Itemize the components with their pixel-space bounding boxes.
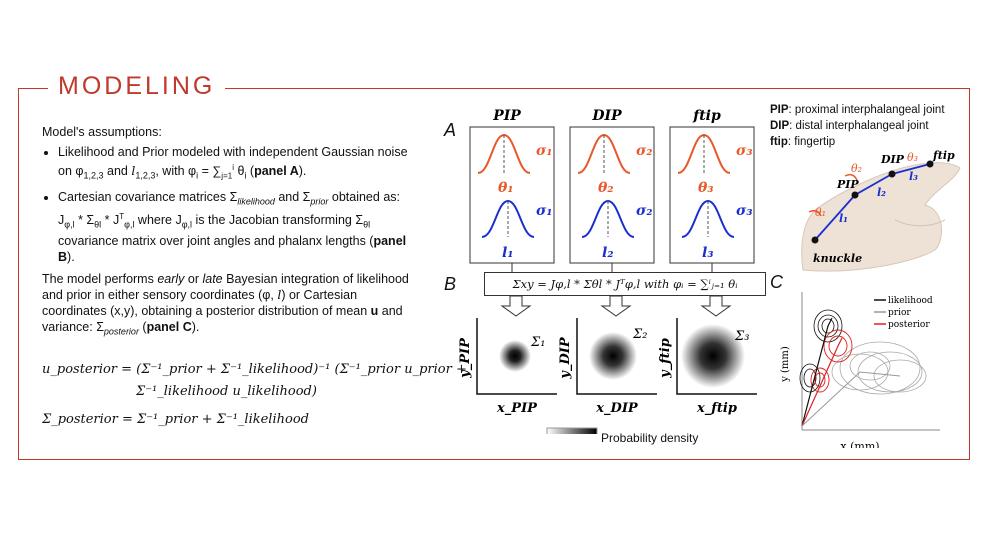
ftip-length: l₃	[702, 245, 713, 261]
pip-sigma-label: Σ₁	[530, 335, 545, 350]
assumptions-heading: Model's assumptions:	[42, 125, 162, 139]
section-title: MODELING	[48, 72, 226, 101]
dip-density-blob	[589, 332, 637, 380]
colorbar-label: Probability density	[601, 431, 699, 445]
hand-label-theta2: θ₂	[851, 162, 862, 175]
hand-label-theta1: θ₁	[815, 206, 826, 219]
ftip-theta: θ₃	[698, 180, 713, 196]
ftip-density-plot: Σ₃ y_ftip x_ftip	[658, 318, 757, 416]
dip-column: DIP σ₂ θ₂ σ₂ l₂	[569, 108, 655, 264]
panel-c-letter: C	[770, 272, 783, 292]
panel-c-ylabel: y (mm)	[780, 346, 791, 383]
legend-pip: PIP: proximal interphalangeal joint	[770, 104, 945, 116]
assumption-gaussian: Likelihood and Prior modeled with indepe…	[58, 144, 414, 185]
posterior-ellipses	[810, 329, 853, 393]
dip-length: l₂	[602, 245, 613, 261]
assumption-covariance: Cartesian covariance matrices Σlikelihoo…	[58, 189, 414, 265]
pip-density-blob	[499, 340, 531, 372]
pip-column: PIP σ₁ θ₁ σ₁ l₁	[469, 108, 555, 264]
equation-posterior-mean-line1: u_posterior = (Σ⁻¹_prior + Σ⁻¹_likelihoo…	[42, 362, 467, 377]
panel-a-letter: A	[444, 120, 457, 140]
assumptions-list: Likelihood and Prior modeled with indepe…	[42, 144, 414, 265]
pip-xlabel: x_PIP	[496, 401, 538, 416]
hand-label-dip: DIP	[880, 153, 905, 166]
covariance-formula: Σxy = Jφ,l * Σθl * Jᵀφ,l with φᵢ = ∑ⁱⱼ₌₁…	[484, 272, 766, 296]
dip-title: DIP	[591, 108, 622, 124]
ftip-ylabel: y_ftip	[658, 338, 673, 379]
likelihood-ellipses	[799, 309, 843, 393]
pip-theta: θ₁	[498, 180, 513, 196]
panel-c-xlabel: x (mm)	[840, 440, 879, 448]
integration-paragraph: The model performs early or late Bayesia…	[42, 271, 409, 337]
equation-posterior-mean-line2: Σ⁻¹_likelihood u_likelihood)	[136, 384, 317, 399]
ftip-title: ftip	[692, 108, 721, 124]
knuckle-joint	[811, 236, 819, 244]
ftip-xlabel: x_ftip	[696, 401, 737, 416]
dip-theta: θ₂	[598, 180, 613, 196]
ftip-sigma-theta: σ₃	[736, 143, 752, 159]
pip-ylabel: y_PIP	[458, 337, 473, 379]
hand-illustration: ftip DIP PIP knuckle θ₃ θ₂ θ₁ l₃ l₂ l₁	[801, 150, 961, 272]
legend-ftip: ftip: fingertip	[770, 136, 836, 148]
pip-sigma-length: σ₁	[536, 203, 552, 219]
joint-legend: PIP: proximal interphalangeal joint DIP:…	[770, 102, 945, 150]
panel-c-ref: panel C	[146, 319, 192, 334]
panel-b-letter: B	[444, 274, 457, 294]
dip-density-plot: Σ₂ y_DIP x_DIP	[558, 318, 657, 416]
pip-title: PIP	[492, 108, 521, 124]
panel-a-ref: panel A	[254, 164, 299, 179]
ftip-joint	[926, 160, 934, 168]
hand-label-ftip: ftip	[932, 150, 955, 162]
panel-a: PIP σ₁ θ₁ σ₁ l₁ DIP σ₂ θ₂ σ₂ l₂ ftip σ₃ …	[469, 108, 755, 273]
dip-joint	[888, 170, 896, 178]
hand-label-theta3: θ₃	[907, 151, 918, 164]
pip-length: l₁	[502, 245, 513, 261]
legend-prior: prior	[888, 308, 911, 318]
dip-sigma-label: Σ₂	[632, 327, 647, 342]
panel-c-legend: likelihood prior posterior	[874, 296, 933, 330]
ftip-column: ftip σ₃ θ₃ σ₃ l₃	[669, 108, 755, 264]
hand-label-l3: l₃	[909, 170, 918, 183]
pip-density-plot: Σ₁ y_PIP x_PIP	[458, 318, 557, 416]
ftip-density-blob	[681, 324, 745, 388]
panel-b-ref: panel B	[58, 233, 407, 264]
equation-posterior-variance: Σ_posterior = Σ⁻¹_prior + Σ⁻¹_likelihood	[42, 412, 309, 427]
pip-joint	[851, 191, 859, 199]
finger-skeleton	[814, 163, 931, 241]
assumptions-block: Model's assumptions: Likelihood and Prio…	[42, 124, 414, 339]
panel-b-plots: Σ₁ y_PIP x_PIP Σ₂ y_DIP x_DIP Σ₃ y_ftip …	[458, 295, 757, 434]
dip-xlabel: x_DIP	[595, 401, 639, 416]
hand-label-pip: PIP	[836, 178, 859, 191]
hand-label-l2: l₂	[877, 186, 886, 199]
hand-shape	[801, 162, 961, 272]
down-arrows	[500, 295, 732, 317]
legend-dip: DIP: distal interphalangeal joint	[770, 120, 929, 132]
dip-ylabel: y_DIP	[558, 336, 573, 379]
hand-label-knuckle: knuckle	[813, 252, 862, 265]
modeling-frame	[18, 88, 970, 460]
dip-sigma-theta: σ₂	[636, 143, 652, 159]
legend-posterior: posterior	[888, 320, 930, 330]
colorbar	[546, 427, 598, 434]
ftip-sigma-label: Σ₃	[734, 329, 749, 344]
legend-likelihood: likelihood	[888, 296, 933, 306]
hand-label-l1: l₁	[839, 212, 848, 225]
dip-sigma-length: σ₂	[636, 203, 652, 219]
ftip-sigma-length: σ₃	[736, 203, 752, 219]
pip-sigma-theta: σ₁	[536, 143, 552, 159]
prior-ellipses	[831, 341, 927, 395]
panel-c-plot: y (mm) x (mm) likelihood prior posterior	[780, 292, 940, 448]
